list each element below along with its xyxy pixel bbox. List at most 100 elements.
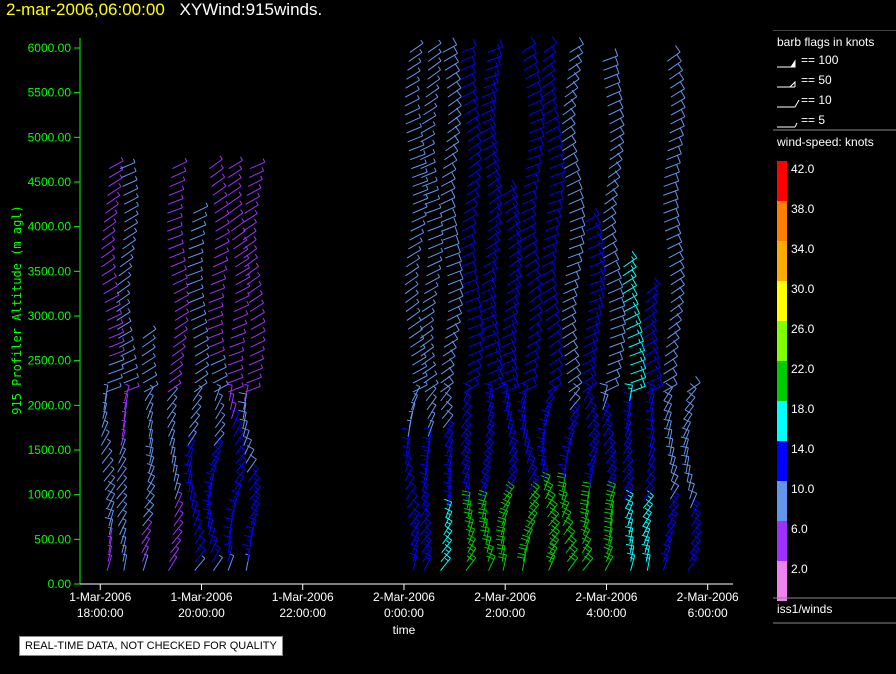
barb-staff [468,519,474,536]
speed-legend-swatch [777,441,787,481]
barb-staff [460,432,472,446]
barb-staff [464,296,481,304]
y-tick-label: 4500.00 [28,175,72,189]
barb-flag-5 [695,522,700,526]
barb-staff [607,98,623,107]
barb-flag-5 [135,363,138,368]
wind-barb [193,202,209,214]
wind-barb [548,322,562,339]
barb-staff [412,356,427,366]
wind-barb [120,345,136,357]
barb-flag-5 [426,185,429,190]
wind-barb [527,146,543,161]
wind-barb [508,259,523,277]
barb-staff [209,158,223,170]
barb-flag-5 [494,166,498,171]
wind-barb [589,427,600,446]
barb-staff [210,458,220,473]
speed-legend-label: 34.0 [791,242,815,256]
wind-barb [250,317,266,330]
wind-barb [468,152,482,170]
barb-staff [664,346,679,357]
wind-barb [442,525,453,545]
barb-staff [107,186,122,196]
barb-staff [211,366,227,375]
barb-flag-5 [511,468,516,473]
barb-legend-title: barb flags in knots [777,35,874,49]
barb-flag-10 [453,54,460,63]
wind-barb [502,180,517,196]
barb-flag-10 [547,552,556,557]
barb-staff [466,548,477,562]
wind-barb [230,328,247,339]
barb-staff [211,176,225,187]
barb-staff [608,519,613,535]
wind-barb [623,250,638,268]
barb-flag-5 [503,387,508,390]
barb-staff [213,194,228,205]
wind-barb [522,181,539,196]
barb-staff [622,468,634,482]
barb-flag-10 [572,144,578,152]
barb-flag-10 [515,378,520,387]
barb-staff [501,340,517,348]
wind-barb [529,110,545,125]
wind-barb [528,137,544,152]
barb-flag-10 [516,556,525,559]
barb-staff [630,368,646,375]
barb-flag-5 [515,229,519,234]
barb-flag-10 [531,216,537,224]
barb-flag-10 [584,472,593,476]
barb-staff [668,319,682,330]
wind-barb [607,279,624,295]
barb-flag-10 [471,73,477,82]
barb-staff [215,213,230,223]
wind-barb [248,166,265,178]
barb-staff [670,301,684,312]
wind-barb [668,490,680,509]
barb-flag-10 [461,472,470,476]
barb-flag-10 [410,543,419,547]
barb-flag-5 [432,121,436,126]
wind-barb [464,516,474,536]
barb-flag-5 [113,218,117,223]
wind-barb [549,525,560,545]
wind-barb [670,260,685,277]
barb-flag-10 [518,418,527,422]
wind-barb [184,472,193,491]
barb-flag-10 [523,528,532,533]
barb-flag-5 [497,44,500,49]
barb-staff [581,538,592,554]
barb-staff [528,283,542,295]
wind-barb [168,370,183,384]
barb-flag-5 [672,504,677,508]
barb-flag-10 [551,278,557,286]
barb-flag-5 [513,301,517,306]
barb-staff [642,338,658,348]
wind-barb [421,352,435,366]
barb-staff [582,519,590,536]
x-tick-date: 2-Mar-2006 [474,590,536,604]
barb-flag-5 [494,175,499,180]
wind-barb [603,57,619,71]
barb-flag-10 [478,508,487,511]
barb-staff [666,412,672,428]
wind-barb [407,132,424,143]
wind-barb [228,200,243,214]
barb-staff [169,430,176,446]
barb-flag-10 [571,552,579,559]
barb-staff [189,414,201,428]
barb-staff [663,387,673,402]
wind-barb [502,369,519,384]
barb-staff [644,357,660,366]
barb-staff [507,411,513,428]
barb-flag-5 [103,383,108,386]
barb-staff [627,331,643,339]
barb-flag-10 [537,82,543,91]
barb-staff [564,87,579,98]
wind-barb [503,378,520,393]
barb-flag-10 [679,260,685,268]
wind-barb [461,216,477,232]
barb-flag-5 [183,256,186,261]
barb-flag-10 [472,47,477,56]
